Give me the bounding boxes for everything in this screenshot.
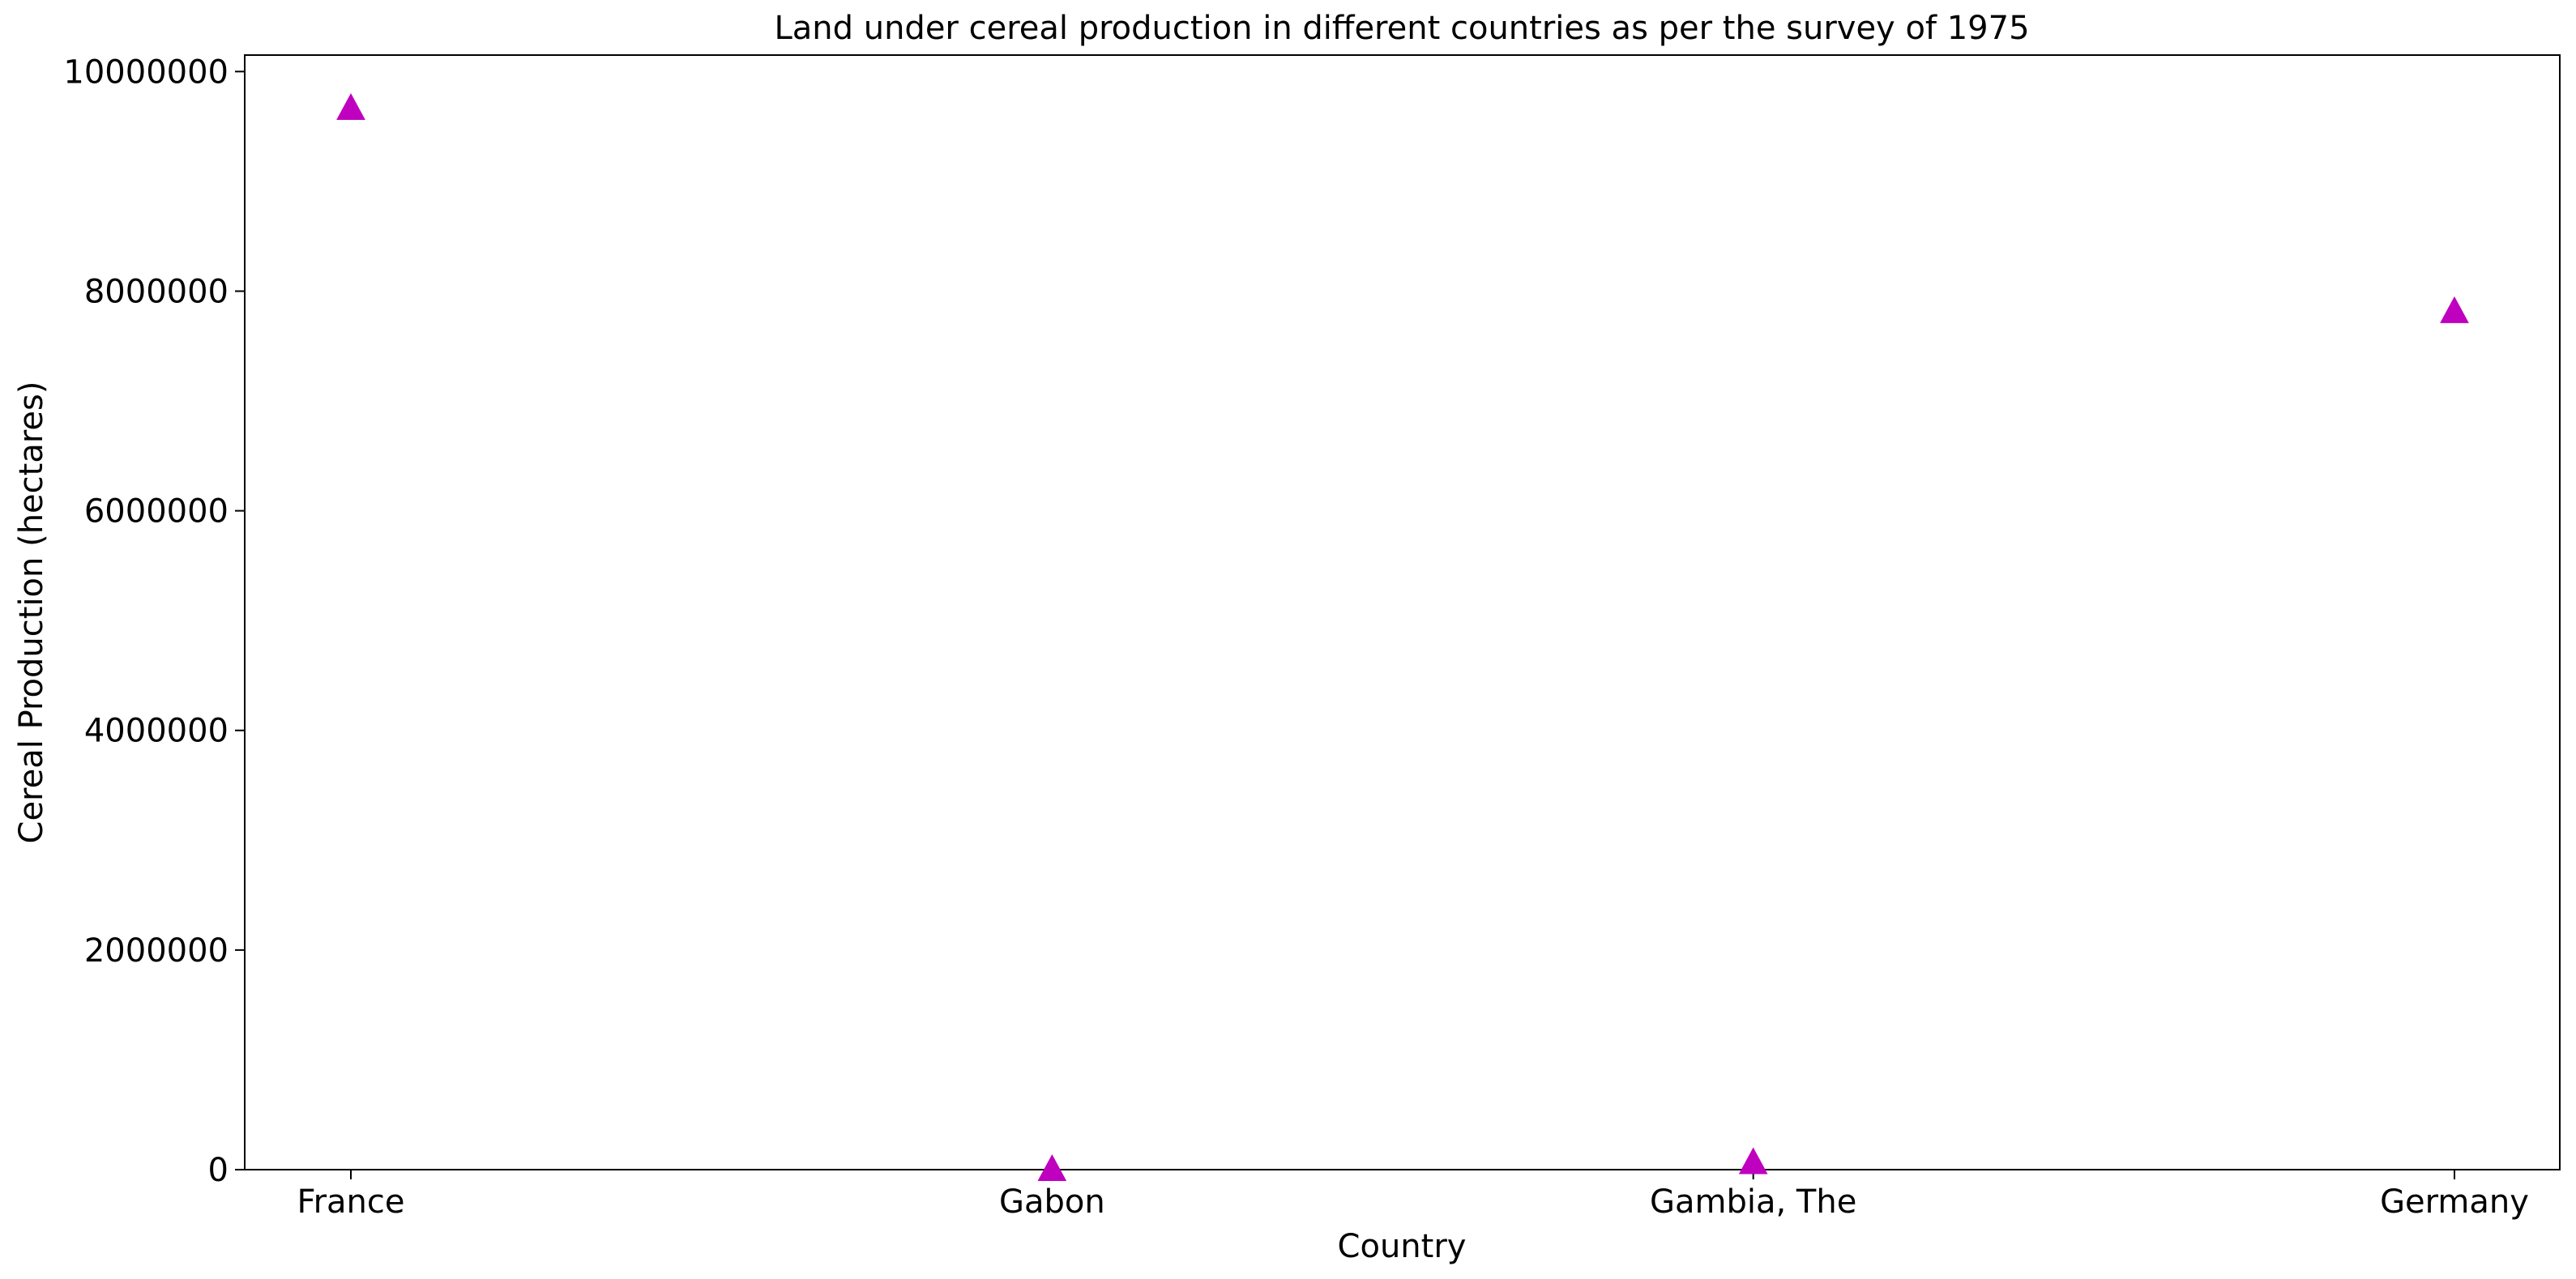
- data-points: [336, 93, 2469, 1182]
- y-axis-label: Cereal Production (hectares): [13, 382, 50, 844]
- data-point-gabon: [1037, 1153, 1067, 1182]
- y-tick-label: 2000000: [84, 932, 229, 970]
- data-point-germany: [2440, 296, 2469, 323]
- y-axis-ticks: 0 2000000 4000000 6000000 8000000 10000000: [63, 53, 245, 1189]
- x-tick-label: Gabon: [999, 1183, 1105, 1221]
- y-tick-label: 4000000: [84, 713, 229, 750]
- y-tick-label: 8000000: [84, 273, 229, 310]
- y-tick-label: 6000000: [84, 493, 229, 531]
- data-point-gambia-the: [1738, 1147, 1768, 1175]
- x-axis-ticks: France Gabon Gambia, The Germany: [297, 1170, 2529, 1221]
- x-tick-label: Gambia, The: [1650, 1183, 1856, 1221]
- x-tick-label: France: [297, 1183, 404, 1221]
- data-point-france: [336, 93, 365, 121]
- x-axis-label: Country: [1338, 1228, 1467, 1265]
- plot-area: [244, 54, 2561, 1170]
- y-tick-label: 0: [208, 1152, 229, 1189]
- y-tick-label: 10000000: [63, 53, 229, 91]
- chart-title: Land under cereal production in differen…: [774, 10, 2029, 47]
- x-tick-label: Germany: [2380, 1183, 2529, 1221]
